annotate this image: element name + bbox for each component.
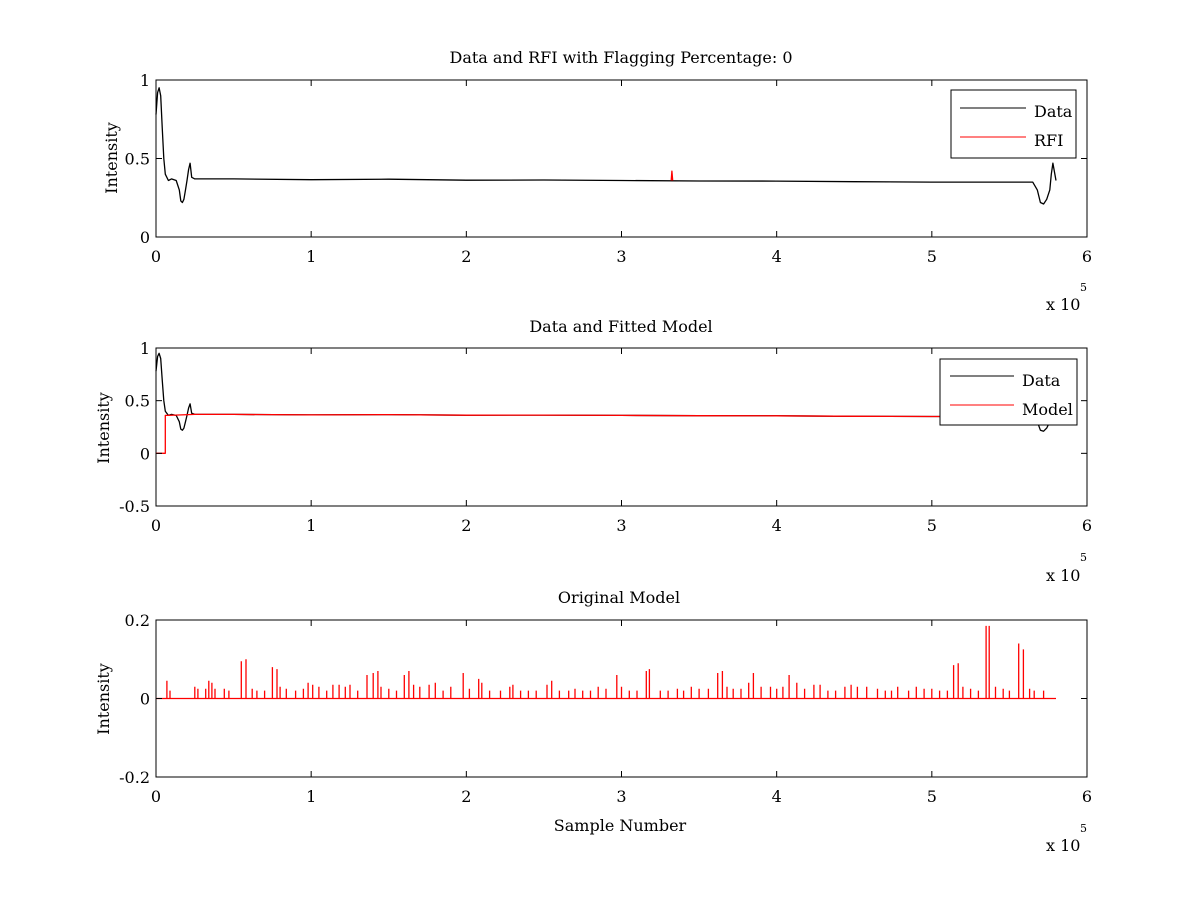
panel-1-ytick-label: 0 <box>140 228 150 247</box>
panel-3-exponent: x 10 5 <box>1046 822 1087 855</box>
panel-1-legend-box <box>950 89 1077 159</box>
panel-3-xtick-label: 6 <box>1082 787 1092 806</box>
panel-2-xtick-label: 5 <box>927 516 937 535</box>
panel-1-xtick-label: 0 <box>151 247 161 266</box>
panel-2-plot: 0 1 2 3 4 5 6-0.500.51 <box>119 339 1092 535</box>
panel-1-xtick-label: 6 <box>1082 247 1092 266</box>
panel-3-xlabel: Sample Number <box>554 816 687 835</box>
panel-3-xtick-label: 3 <box>616 787 626 806</box>
panel-1-legend-rfi-label: RFI <box>1034 131 1063 150</box>
panel-2-legend: Data Model <box>939 358 1078 426</box>
panel-1-xtick-label: 3 <box>616 247 626 266</box>
panel-1-plot: 0 1 2 3 4 5 6 0 0.5 1 <box>125 71 1093 266</box>
panel-3-title: Original Model <box>558 588 680 607</box>
panel-1-xtick-label: 4 <box>772 247 782 266</box>
panel-3-exponent-base: x 10 <box>1046 836 1080 855</box>
panel-2-xtick-label: 4 <box>772 516 782 535</box>
panel-1-legend-data-label: Data <box>1034 102 1073 121</box>
panel-1-rfi-line <box>670 170 674 181</box>
panel-2-ytick-label: 1 <box>140 339 150 358</box>
panel-2-legend-data-label: Data <box>1022 371 1061 390</box>
panel-1: Data and RFI with Flagging Percentage: 0… <box>102 48 1092 314</box>
panel-1-xtick-label: 5 <box>927 247 937 266</box>
panel-3-series-line <box>156 625 1056 700</box>
panel-2-ylabel: Intensity <box>94 392 113 464</box>
panel-2-xtick-label: 2 <box>461 516 471 535</box>
panel-2-xtick-label: 0 <box>151 516 161 535</box>
panel-1-exponent-base: x 10 <box>1046 295 1080 314</box>
panel-2-exponent: x 10 5 <box>1046 551 1087 585</box>
panel-3-ylabel: Intensity <box>94 663 113 735</box>
panel-2-xtick-label: 1 <box>306 516 316 535</box>
panel-3-xtick-label: 0 <box>151 787 161 806</box>
panel-3-xtick-label: 4 <box>772 787 782 806</box>
panel-1-data-line <box>155 87 1057 205</box>
panel-2-model-line <box>156 413 1056 454</box>
panel-3-ytick-label: 0 <box>140 690 150 709</box>
panel-3-xtick-label: 5 <box>927 787 937 806</box>
panel-1-ylabel: Intensity <box>102 122 121 194</box>
panel-1-legend: Data RFI <box>950 89 1077 159</box>
panel-3-ytick-label: -0.2 <box>119 768 150 787</box>
panel-2-ytick-label: 0 <box>140 444 150 463</box>
panel-2-exponent-power: 5 <box>1080 551 1087 564</box>
panel-2-ytick-label: 0.5 <box>125 392 150 411</box>
panel-2-ytick-label: -0.5 <box>119 497 150 516</box>
panel-2: Data and Fitted Model 0 1 2 3 4 5 6-0.500.51 I… <box>94 317 1092 585</box>
panel-3-ytick-label: 0.2 <box>125 611 150 630</box>
panel-1-xtick-label: 2 <box>461 247 471 266</box>
panel-1-ytick-label: 0.5 <box>125 150 150 169</box>
panel-2-title: Data and Fitted Model <box>529 317 712 336</box>
panel-1-exponent: x 10 5 <box>1046 281 1087 314</box>
panel-1-axes-box <box>155 79 1088 238</box>
panel-2-xtick-label: 3 <box>616 516 626 535</box>
panel-2-axes-box <box>155 347 1088 507</box>
panel-2-legend-model-label: Model <box>1022 400 1073 419</box>
panel-3: Original Model 0 1 2 3 4 5 6-0.200.2 Intensity… <box>94 588 1092 855</box>
panel-1-title: Data and RFI with Flagging Percentage: 0 <box>449 48 792 67</box>
panel-1-xtick-label: 1 <box>306 247 316 266</box>
panel-2-xtick-label: 6 <box>1082 516 1092 535</box>
panel-1-ytick-label: 1 <box>140 71 150 90</box>
panel-2-legend-box <box>939 358 1078 426</box>
panel-3-plot: 0 1 2 3 4 5 6-0.200.2 <box>119 611 1092 806</box>
panel-3-exponent-power: 5 <box>1080 822 1087 835</box>
panel-3-xtick-label: 1 <box>306 787 316 806</box>
panel-1-exponent-power: 5 <box>1080 281 1087 294</box>
panel-2-exponent-base: x 10 <box>1046 566 1080 585</box>
panel-3-xtick-label: 2 <box>461 787 471 806</box>
